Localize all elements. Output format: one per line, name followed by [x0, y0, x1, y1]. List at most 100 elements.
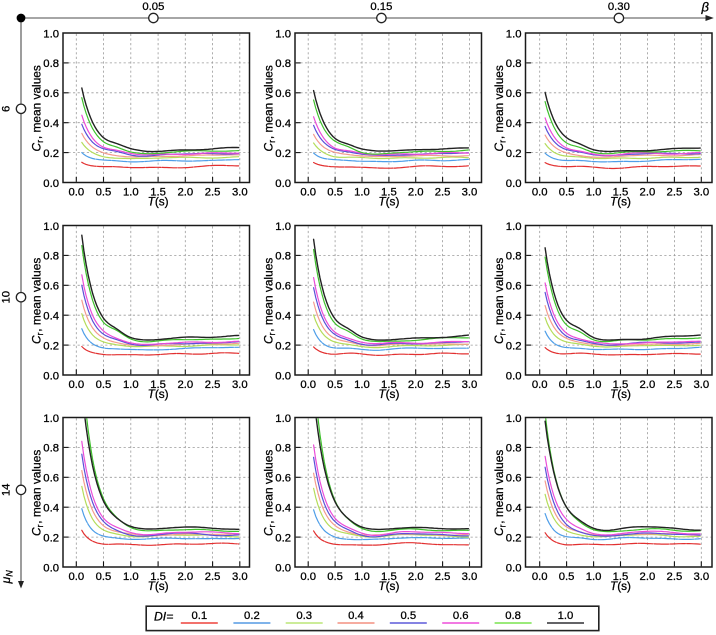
svg-text:2.0: 2.0	[640, 379, 656, 391]
svg-text:2.0: 2.0	[640, 571, 656, 583]
svg-text:3.0: 3.0	[693, 571, 709, 583]
svg-text:2.5: 2.5	[205, 571, 221, 583]
svg-text:0.6: 0.6	[43, 88, 59, 100]
svg-text:1.0: 1.0	[354, 379, 370, 391]
svg-text:3.0: 3.0	[232, 186, 248, 198]
svg-text:0.0: 0.0	[43, 178, 59, 190]
svg-text:0.4: 0.4	[275, 503, 291, 515]
svg-text:0.2: 0.2	[506, 148, 522, 160]
svg-text:3.0: 3.0	[693, 379, 709, 391]
svg-text:0.4: 0.4	[506, 118, 522, 130]
svg-text:DI=: DI=	[154, 609, 173, 623]
svg-text:0.4: 0.4	[43, 503, 59, 515]
svg-text:3.0: 3.0	[232, 571, 248, 583]
svg-text:μN: μN	[0, 570, 14, 585]
svg-text:3.0: 3.0	[462, 186, 478, 198]
svg-text:0.5: 0.5	[400, 610, 416, 622]
svg-text:0.2: 0.2	[43, 532, 59, 544]
svg-text:0.8: 0.8	[43, 251, 59, 263]
svg-text:T(s): T(s)	[148, 387, 169, 401]
svg-text:0.5: 0.5	[327, 186, 343, 198]
svg-text:1.0: 1.0	[275, 413, 291, 425]
svg-text:0.30: 0.30	[608, 1, 630, 13]
svg-text:0.0: 0.0	[532, 571, 548, 583]
svg-text:T(s): T(s)	[378, 387, 399, 401]
svg-text:1.0: 1.0	[586, 379, 602, 391]
svg-text:3.0: 3.0	[462, 571, 478, 583]
svg-text:0.0: 0.0	[300, 186, 316, 198]
svg-text:0.2: 0.2	[275, 148, 291, 160]
svg-text:Cr, mean values: Cr, mean values	[262, 258, 278, 344]
svg-text:T(s): T(s)	[610, 579, 631, 593]
svg-text:1.0: 1.0	[354, 186, 370, 198]
svg-text:0.2: 0.2	[244, 610, 260, 622]
svg-text:0.6: 0.6	[506, 473, 522, 485]
svg-text:T(s): T(s)	[610, 387, 631, 401]
svg-text:Cr, mean values: Cr, mean values	[262, 450, 278, 536]
svg-text:Cr, mean values: Cr, mean values	[492, 258, 508, 344]
svg-text:2.0: 2.0	[177, 571, 193, 583]
svg-text:0.0: 0.0	[43, 370, 59, 382]
svg-text:0.6: 0.6	[506, 281, 522, 293]
svg-text:T(s): T(s)	[378, 579, 399, 593]
svg-text:0.2: 0.2	[43, 340, 59, 352]
svg-text:0.4: 0.4	[43, 118, 59, 130]
svg-text:0.0: 0.0	[275, 178, 291, 190]
svg-text:0.0: 0.0	[532, 186, 548, 198]
svg-text:1.0: 1.0	[43, 28, 59, 40]
svg-text:1.5: 1.5	[381, 186, 397, 198]
svg-text:0.2: 0.2	[275, 532, 291, 544]
svg-text:0.0: 0.0	[68, 379, 84, 391]
svg-text:1.5: 1.5	[150, 571, 166, 583]
svg-text:0.6: 0.6	[506, 88, 522, 100]
svg-text:1.0: 1.0	[586, 571, 602, 583]
svg-text:0.4: 0.4	[275, 118, 291, 130]
svg-text:1.5: 1.5	[381, 571, 397, 583]
svg-text:0.0: 0.0	[506, 178, 522, 190]
svg-text:0.0: 0.0	[506, 370, 522, 382]
svg-text:1.5: 1.5	[613, 571, 629, 583]
svg-text:1.0: 1.0	[586, 186, 602, 198]
svg-text:0.5: 0.5	[327, 571, 343, 583]
svg-text:0.6: 0.6	[43, 281, 59, 293]
svg-text:0.0: 0.0	[43, 562, 59, 574]
svg-text:0.4: 0.4	[506, 311, 522, 323]
svg-text:β: β	[701, 0, 710, 15]
svg-text:Cr, mean values: Cr, mean values	[30, 65, 46, 151]
svg-text:0.5: 0.5	[327, 379, 343, 391]
svg-text:0.0: 0.0	[275, 370, 291, 382]
svg-text:Cr, mean values: Cr, mean values	[492, 65, 508, 151]
svg-text:0.6: 0.6	[43, 473, 59, 485]
svg-text:1.0: 1.0	[123, 379, 139, 391]
svg-text:0.8: 0.8	[43, 58, 59, 70]
svg-text:Cr, mean values: Cr, mean values	[492, 450, 508, 536]
svg-text:0.2: 0.2	[506, 532, 522, 544]
svg-text:0.1: 0.1	[191, 610, 207, 622]
svg-text:2.0: 2.0	[177, 186, 193, 198]
svg-text:0.4: 0.4	[348, 610, 364, 622]
svg-text:0.0: 0.0	[300, 379, 316, 391]
svg-text:1.0: 1.0	[558, 610, 574, 622]
svg-text:0.5: 0.5	[96, 571, 112, 583]
svg-text:0.5: 0.5	[96, 379, 112, 391]
svg-text:3.0: 3.0	[232, 379, 248, 391]
svg-text:0.5: 0.5	[559, 571, 575, 583]
svg-text:0.8: 0.8	[275, 443, 291, 455]
svg-text:1.0: 1.0	[506, 221, 522, 233]
svg-text:1.0: 1.0	[123, 186, 139, 198]
svg-text:0.15: 0.15	[370, 1, 392, 13]
svg-text:T(s): T(s)	[610, 195, 631, 209]
svg-text:T(s): T(s)	[148, 579, 169, 593]
svg-text:Cr, mean values: Cr, mean values	[262, 65, 278, 151]
svg-text:1.0: 1.0	[123, 571, 139, 583]
svg-text:2.5: 2.5	[205, 379, 221, 391]
svg-text:2.0: 2.0	[640, 186, 656, 198]
svg-text:0.4: 0.4	[275, 311, 291, 323]
svg-text:0.6: 0.6	[275, 88, 291, 100]
svg-text:0.8: 0.8	[506, 58, 522, 70]
svg-text:0.2: 0.2	[43, 148, 59, 160]
svg-text:0.6: 0.6	[275, 281, 291, 293]
svg-text:2.5: 2.5	[667, 571, 683, 583]
svg-text:T(s): T(s)	[378, 195, 399, 209]
svg-text:2.0: 2.0	[177, 379, 193, 391]
